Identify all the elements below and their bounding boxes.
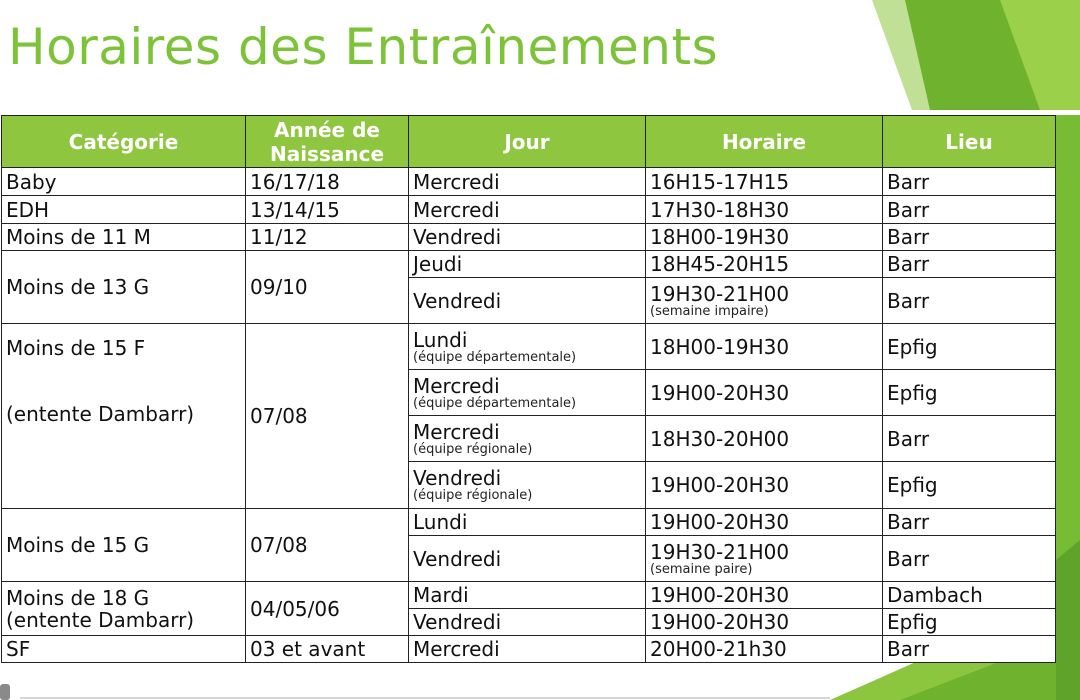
table-row: Mercredi (équipe régionale) 18H30-20H00 …: [2, 415, 1056, 462]
jour-note: (équipe départementale): [413, 395, 577, 411]
cell-horaire: 19H30-21H00 (semaine impaire): [645, 277, 883, 324]
cell-annee: 03 et avant: [245, 635, 409, 663]
scrollbar-thumb[interactable]: [0, 684, 10, 700]
jour-note: (équipe départementale): [413, 349, 577, 365]
cell-annee: 13/14/15: [245, 195, 409, 224]
jour-value: Mercredi: [413, 419, 500, 444]
table-row: Moins de 13 G 09/10 Jeudi 18H45-20H15 Ba…: [1, 250, 1056, 324]
cell-horaire: 18H30-20H00: [645, 415, 883, 462]
cell-jour: Mercredi: [408, 635, 646, 663]
table-row: Vendredi 19H00-20H30 Epfig: [2, 608, 1056, 636]
jour-value: Mercredi: [413, 373, 500, 398]
cell-lieu: Epfig: [882, 369, 1056, 416]
table-row: Moins de 18 G (entente Dambarr) 04/05/06…: [1, 581, 1056, 636]
cell-categorie: Moins de 13 G: [1, 250, 246, 324]
cell-lieu: Barr: [882, 535, 1056, 582]
cell-horaire: 19H00-20H30: [645, 461, 883, 509]
cell-jour: Mercredi (équipe régionale): [408, 415, 646, 462]
header-categorie: Catégorie: [1, 115, 246, 168]
cell-categorie: EDH: [1, 195, 246, 224]
cell-lieu: Epfig: [882, 608, 1056, 636]
cell-jour: Vendredi: [408, 535, 646, 582]
horaire-value: 19H30-21H00: [650, 281, 790, 306]
cell-jour: Lundi (équipe départementale): [408, 323, 646, 370]
cell-lieu: Dambach: [882, 581, 1056, 609]
categorie-line1: Moins de 18 G: [6, 585, 150, 610]
table-row: EDH 13/14/15 Mercredi 17H30-18H30 Barr: [1, 195, 1056, 224]
cell-jour: Mercredi (équipe départementale): [408, 369, 646, 416]
table-row: Vendredi 19H30-21H00 (semaine paire) Bar…: [2, 535, 1056, 582]
cell-lieu: Epfig: [882, 461, 1056, 509]
cell-jour: Mercredi: [408, 167, 646, 196]
cell-lieu: Barr: [882, 415, 1056, 462]
cell-annee: 16/17/18: [245, 167, 409, 196]
header-annee-line1: Année de: [274, 117, 380, 142]
cell-horaire: 18H00-19H30: [645, 223, 883, 251]
cell-jour: Vendredi: [408, 277, 646, 324]
cell-categorie: SF: [1, 635, 246, 663]
header-annee: Année de Naissance: [245, 115, 409, 168]
cell-jour: Vendredi: [408, 608, 646, 636]
cell-lieu: Barr: [882, 277, 1056, 324]
cell-horaire: 19H00-20H30: [645, 581, 883, 609]
cell-jour: Vendredi: [408, 223, 646, 251]
horaire-note: (semaine paire): [650, 561, 753, 577]
cell-lieu: Barr: [882, 223, 1056, 251]
cell-lieu: Barr: [882, 195, 1056, 224]
cell-horaire: 19H00-20H30: [645, 508, 883, 536]
header-jour: Jour: [408, 115, 646, 168]
cell-horaire: 20H00-21h30: [645, 635, 883, 663]
cell-jour: Vendredi (équipe régionale): [408, 461, 646, 509]
cell-annee: 07/08: [245, 508, 409, 582]
cell-categorie: Moins de 11 M: [1, 223, 246, 251]
cell-lieu: Barr: [882, 250, 1056, 278]
categorie-line2: (entente Dambarr): [6, 402, 195, 426]
cell-categorie: Moins de 18 G (entente Dambarr): [1, 581, 246, 636]
categorie-line1: Moins de 15 F: [6, 336, 146, 360]
jour-value: Vendredi: [413, 466, 502, 490]
categorie-spacer: [6, 359, 245, 403]
cell-horaire: 19H30-21H00 (semaine paire): [645, 535, 883, 582]
jour-note: (équipe régionale): [413, 488, 533, 503]
table-header-row: Catégorie Année de Naissance Jour Horair…: [1, 115, 1056, 168]
cell-categorie: Moins de 15 G: [1, 508, 246, 582]
cell-lieu: Barr: [882, 635, 1056, 663]
header-annee-line2: Naissance: [269, 141, 385, 166]
table-row: Moins de 11 M 11/12 Vendredi 18H00-19H30…: [1, 223, 1056, 251]
cell-jour: Mercredi: [408, 195, 646, 224]
horaire-value: 19H30-21H00: [650, 539, 790, 564]
cell-lieu: Epfig: [882, 323, 1056, 370]
cell-categorie: Moins de 15 F (entente Dambarr): [1, 323, 246, 509]
cell-jour: Lundi: [408, 508, 646, 536]
table-row: Mercredi (équipe départementale) 19H00-2…: [2, 369, 1056, 416]
cell-horaire: 18H45-20H15: [645, 250, 883, 278]
cell-annee: 04/05/06: [245, 581, 409, 636]
cell-lieu: Barr: [882, 508, 1056, 536]
cell-annee: 07/08: [245, 323, 409, 509]
cell-horaire: 18H00-19H30: [645, 323, 883, 370]
cell-horaire: 19H00-20H30: [645, 369, 883, 416]
jour-note: (équipe régionale): [413, 441, 533, 457]
cell-horaire: 16H15-17H15: [645, 167, 883, 196]
schedule-table: Catégorie Année de Naissance Jour Horair…: [1, 115, 1056, 663]
cell-horaire: 17H30-18H30: [645, 195, 883, 224]
table-row: Vendredi (équipe régionale) 19H00-20H30 …: [2, 461, 1056, 509]
cell-categorie: Baby: [1, 167, 246, 196]
header-lieu: Lieu: [882, 115, 1056, 168]
categorie-line2: (entente Dambarr): [6, 607, 195, 632]
header-horaire: Horaire: [645, 115, 883, 168]
cell-lieu: Barr: [882, 167, 1056, 196]
cell-horaire: 19H00-20H30: [645, 608, 883, 636]
horaire-note: (semaine impaire): [650, 303, 769, 319]
cell-jour: Mardi: [408, 581, 646, 609]
table-row: Baby 16/17/18 Mercredi 16H15-17H15 Barr: [1, 167, 1056, 196]
jour-value: Lundi: [413, 327, 468, 352]
cell-jour: Jeudi: [408, 250, 646, 278]
cell-annee: 11/12: [245, 223, 409, 251]
table-row: SF 03 et avant Mercredi 20H00-21h30 Barr: [1, 635, 1056, 663]
page-title: Horaires des Entraînements: [8, 18, 719, 76]
table-row: Moins de 15 F (entente Dambarr) 07/08 Lu…: [1, 323, 1056, 509]
cell-annee: 09/10: [245, 250, 409, 324]
table-row: Moins de 15 G 07/08 Lundi 19H00-20H30 Ba…: [1, 508, 1056, 582]
